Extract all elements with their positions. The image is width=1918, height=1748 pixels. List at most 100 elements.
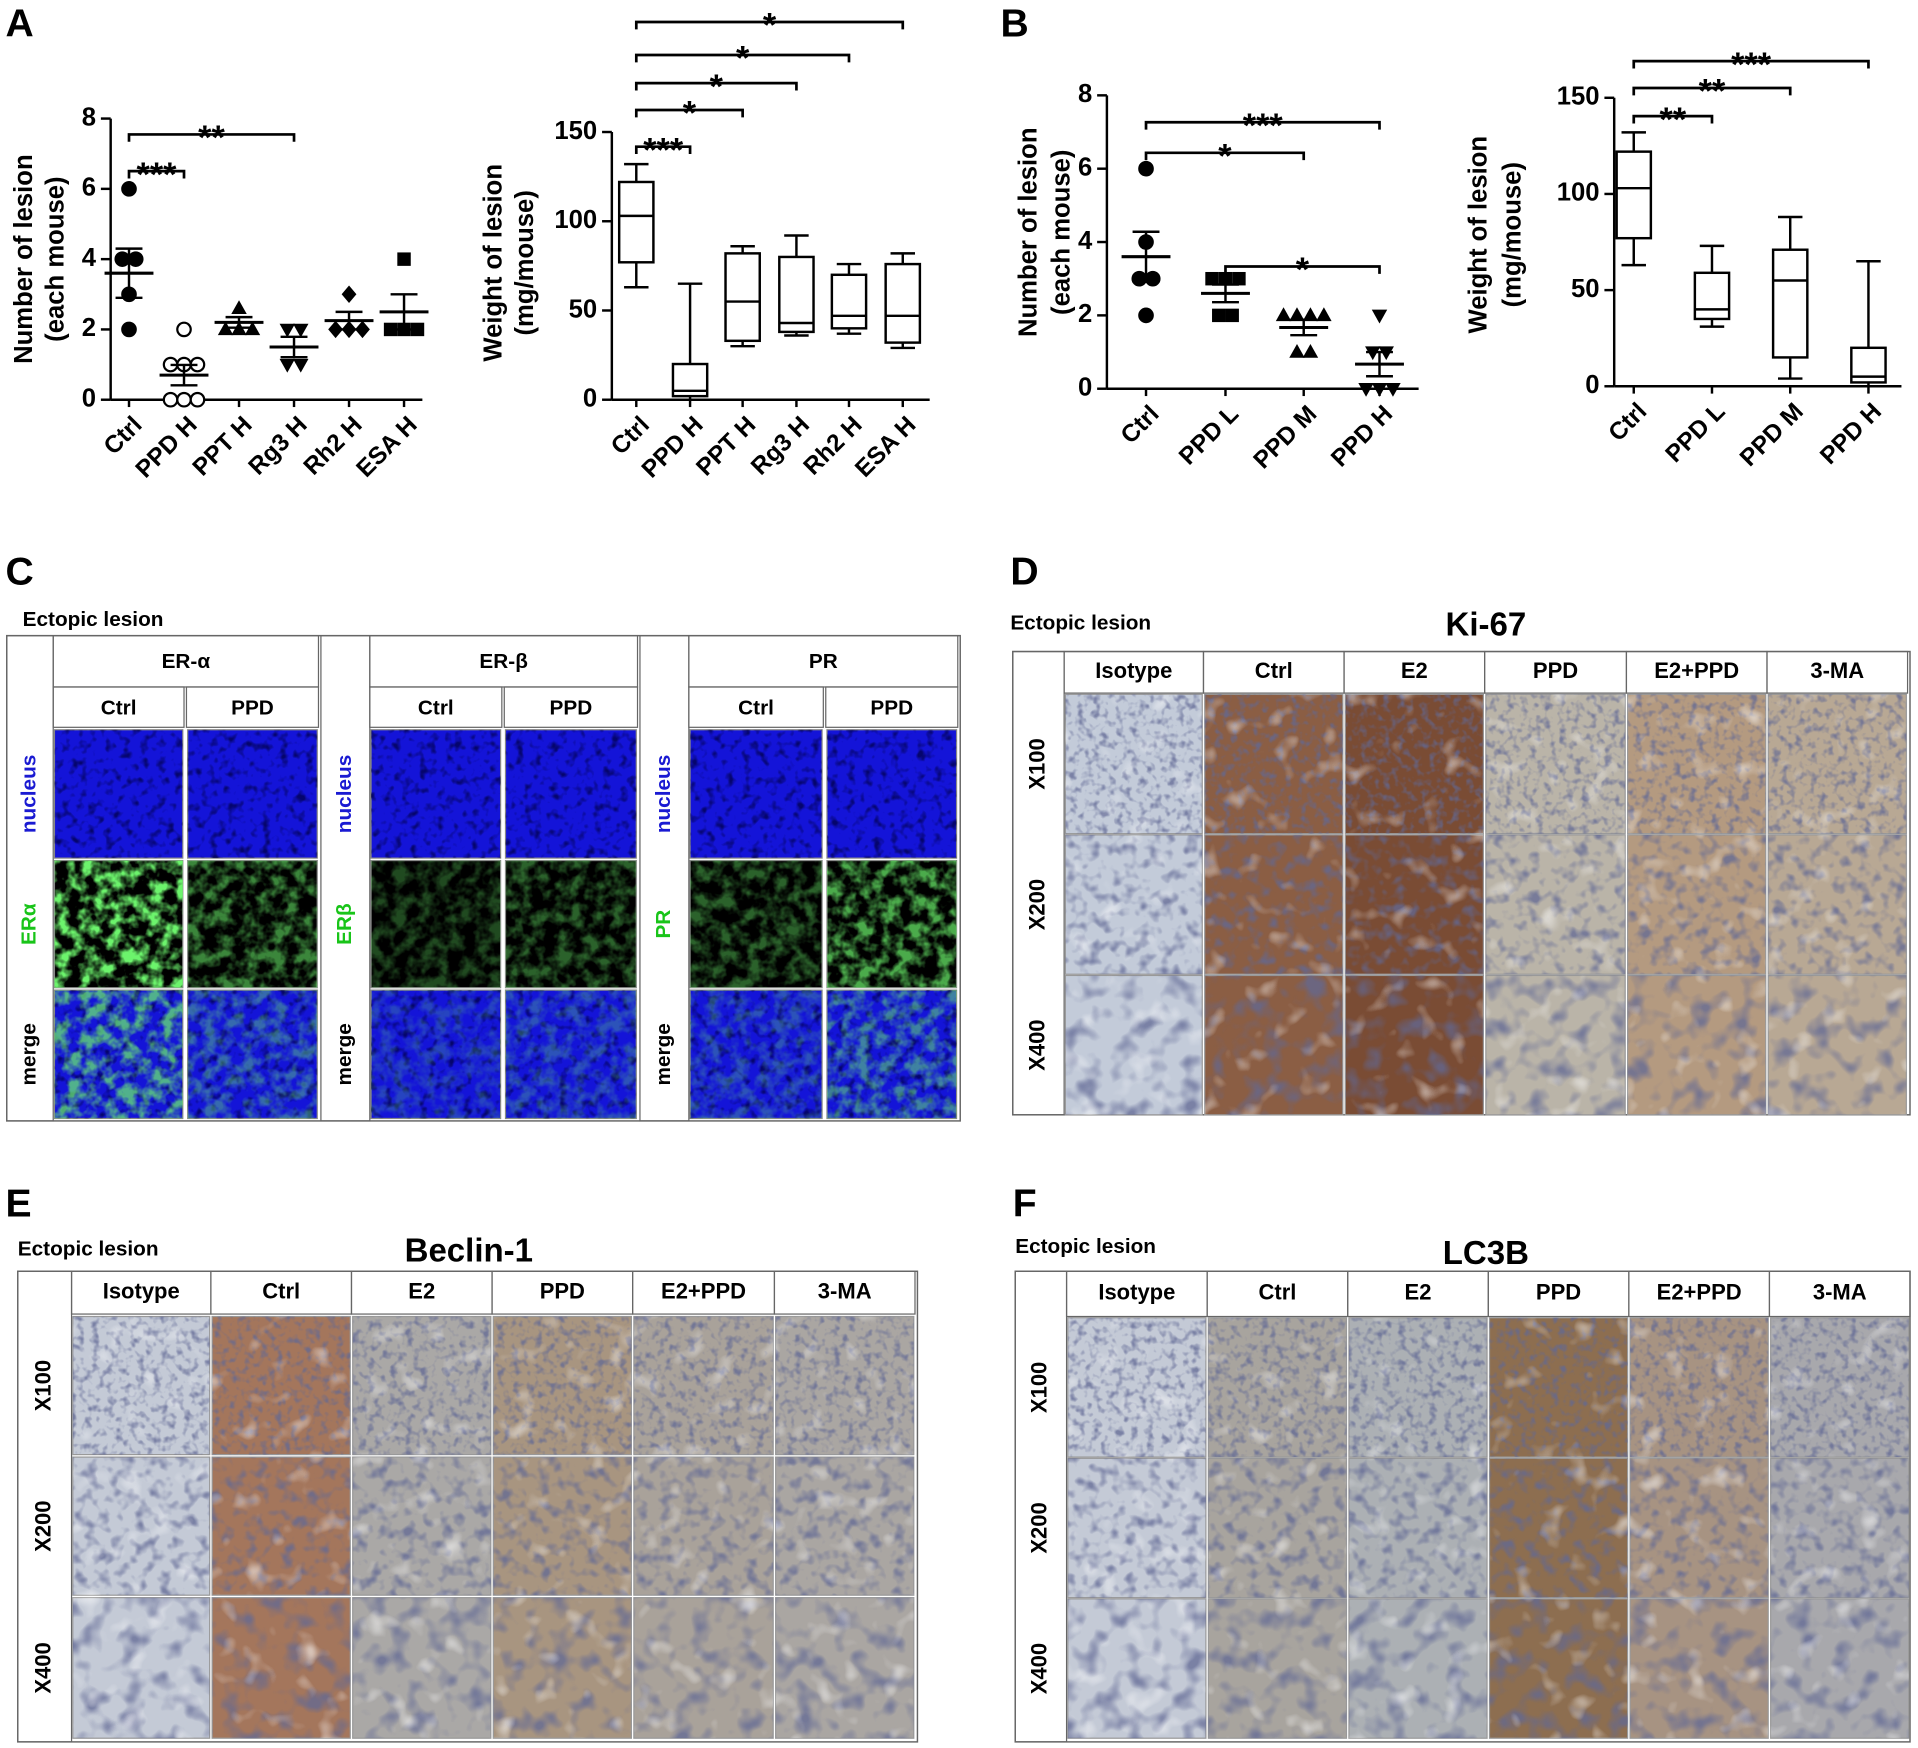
box xyxy=(1771,248,1809,359)
data-point xyxy=(1205,271,1219,286)
significance-label: * xyxy=(763,7,777,45)
row-header: nucleus xyxy=(17,755,40,833)
column-header: E2+PPD xyxy=(1657,1280,1742,1305)
group-header: ER-β xyxy=(479,650,527,673)
micrograph-highlight xyxy=(352,1597,491,1739)
micrograph-highlight xyxy=(1627,694,1766,834)
micrograph-signal xyxy=(371,860,501,988)
micrograph-highlight xyxy=(1345,975,1484,1115)
y-axis-label: Number of lesion xyxy=(10,154,38,364)
data-point xyxy=(176,321,192,338)
panel-label: F xyxy=(1013,1182,1037,1225)
row-header: X100 xyxy=(1024,738,1049,789)
micrograph-highlight xyxy=(1067,1458,1206,1598)
significance-bracket xyxy=(1632,59,1870,69)
column-header: PPD xyxy=(540,1278,585,1303)
micrograph-highlight xyxy=(212,1457,351,1596)
data-point xyxy=(176,391,192,408)
whisker-low xyxy=(1699,318,1725,328)
micrograph-highlight xyxy=(633,1316,774,1455)
x-tick-label: PPD H xyxy=(131,411,203,483)
box xyxy=(617,180,655,264)
column-header: PPD xyxy=(231,696,274,719)
data-point xyxy=(1131,270,1148,287)
x-tick-label: PPT H xyxy=(188,411,258,481)
whisker-high xyxy=(890,252,915,265)
y-tick-label: 2 xyxy=(82,314,96,342)
micrograph-texture xyxy=(505,729,637,859)
cell-border xyxy=(639,635,690,1122)
error-bar xyxy=(1132,230,1160,283)
y-tick-label: 50 xyxy=(569,295,598,323)
x-tick-label: PPD L xyxy=(1661,398,1731,468)
micrograph-highlight xyxy=(775,1597,914,1739)
column-header: Ctrl xyxy=(1258,1280,1296,1305)
micrograph-highlight xyxy=(633,1457,774,1596)
column-header: E2 xyxy=(1405,1280,1432,1305)
micrograph-highlight xyxy=(1630,1458,1769,1598)
micrograph-highlight xyxy=(1348,1458,1488,1598)
significance-label: *** xyxy=(137,156,178,194)
micrograph-highlight xyxy=(1768,694,1907,834)
row-header: X400 xyxy=(1024,1019,1049,1070)
box xyxy=(830,273,868,330)
y-tick-label: 100 xyxy=(1557,179,1600,207)
cell-border xyxy=(1768,1270,1911,1318)
x-tick-label: PPD H xyxy=(1815,398,1887,470)
data-point xyxy=(279,323,296,338)
data-point xyxy=(1212,308,1226,323)
micrograph-highlight xyxy=(775,1457,914,1596)
micrograph-highlight xyxy=(1768,975,1907,1115)
whisker-high xyxy=(624,162,649,182)
micrograph-texture xyxy=(826,729,957,859)
whisker-high xyxy=(677,282,703,365)
significance-bracket xyxy=(634,108,744,118)
whisker-high xyxy=(1699,244,1725,273)
micrograph-highlight xyxy=(775,1316,914,1455)
error-bar xyxy=(1290,318,1318,337)
box xyxy=(724,252,761,343)
micrograph-highlight xyxy=(1768,834,1907,975)
row-header: nucleus xyxy=(333,755,356,833)
y-tick-label: 0 xyxy=(1585,371,1599,399)
data-point xyxy=(121,181,137,197)
y-tick-label: 150 xyxy=(554,117,597,145)
micrograph-highlight xyxy=(1630,1598,1769,1739)
panel-title: Ki-67 xyxy=(1445,606,1526,643)
data-point xyxy=(397,252,411,266)
cell-border xyxy=(503,686,639,728)
data-point xyxy=(121,321,137,338)
micrograph-signal xyxy=(187,990,318,1119)
cell-border xyxy=(320,635,371,1122)
x-tick-label: PPD M xyxy=(1248,400,1322,474)
y-axis-label: Number of lesion xyxy=(1015,127,1043,337)
caption: Ectopic lesion xyxy=(23,608,164,631)
y-axis-label: (each mouse) xyxy=(42,176,70,341)
micrograph-highlight xyxy=(1348,1598,1488,1739)
data-point xyxy=(231,300,247,315)
micrograph-highlight xyxy=(493,1316,632,1455)
error-bar xyxy=(1212,283,1239,304)
y-axis-label: (mg/mouse) xyxy=(1499,162,1527,307)
row-header: X200 xyxy=(1024,879,1049,930)
row-header: merge xyxy=(333,1023,356,1085)
micrograph-signal xyxy=(690,990,823,1119)
data-point xyxy=(293,358,309,373)
cell-border xyxy=(1014,1270,1068,1743)
significance-label: *** xyxy=(1243,107,1284,145)
whisker-high xyxy=(836,262,862,275)
box xyxy=(1693,271,1731,321)
data-point xyxy=(162,391,179,408)
data-point xyxy=(1371,383,1388,397)
micrograph-signal xyxy=(505,860,637,988)
box xyxy=(884,262,922,344)
x-tick-label: PPD M xyxy=(1735,398,1809,472)
significance-bracket xyxy=(127,169,186,179)
data-point xyxy=(1302,307,1319,322)
micrograph-highlight xyxy=(1770,1458,1909,1598)
micrograph-texture xyxy=(54,729,183,859)
micrograph-highlight xyxy=(1627,834,1766,975)
micrograph-highlight xyxy=(1489,1458,1628,1598)
row-header: ERβ xyxy=(333,903,356,945)
